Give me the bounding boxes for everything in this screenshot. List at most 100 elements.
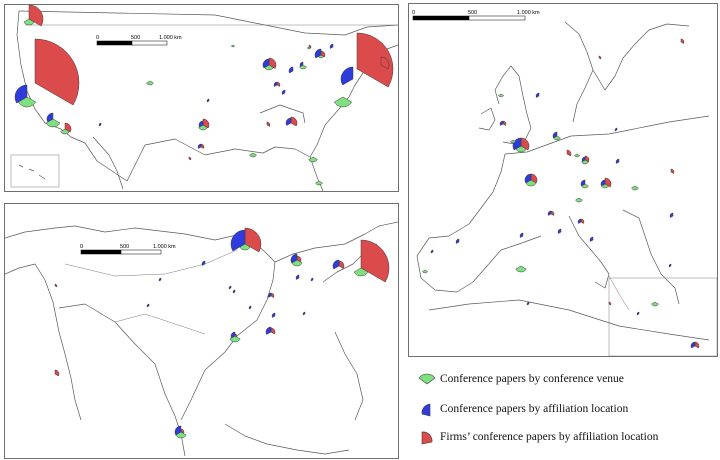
venue-symbol — [45, 112, 61, 128]
venue-symbol — [273, 81, 281, 87]
venue-symbol — [34, 38, 80, 106]
venue-symbol — [589, 236, 594, 242]
venue-symbol — [651, 301, 659, 307]
asia-map-panel: 0 500 1.000 km — [4, 203, 399, 459]
venue-symbol — [302, 311, 306, 316]
venue-symbol — [306, 44, 312, 50]
venue-symbol — [668, 263, 672, 268]
venue-symbol — [14, 84, 37, 108]
scale-bar: 0 500 1.000 km — [80, 244, 176, 255]
scale-tick-label: 0 — [96, 35, 99, 41]
venue-symbol — [98, 122, 102, 127]
venue-symbol — [314, 48, 326, 59]
europe-map: 0 500 1.000 km — [412, 10, 717, 356]
venue-symbol — [499, 120, 507, 126]
legend-label-firms: Firms’ conference papers by affiliation … — [440, 431, 659, 443]
scale-tick-label: 1.000 km — [159, 35, 182, 41]
venue-symbol — [670, 168, 675, 174]
scale-tick-label: 0 — [80, 244, 83, 250]
legend-label-venue: Conference papers by conference venue — [440, 373, 624, 385]
venue-symbol — [285, 116, 298, 127]
venue-symbol — [333, 96, 353, 108]
venue-symbol — [356, 32, 394, 88]
venue-symbol — [230, 227, 262, 253]
venue-symbol — [295, 274, 300, 280]
scale-bar: 0 500 1.000 km — [96, 35, 182, 46]
venue-symbol — [290, 253, 303, 267]
venue-symbol — [188, 156, 192, 161]
venue-symbol — [430, 249, 434, 254]
venue-symbol — [574, 153, 580, 158]
blue-sector-icon — [421, 403, 431, 417]
venue-symbol — [232, 289, 236, 294]
scale-tick-label: 1.000 km — [153, 244, 176, 250]
venue-symbol — [615, 158, 620, 164]
venue-symbol — [146, 303, 150, 308]
venue-symbol — [566, 149, 572, 157]
venue-symbol — [288, 66, 294, 74]
usa-map-panel: 0 500 1.000 km — [4, 4, 399, 192]
venue-symbol — [54, 369, 60, 377]
venue-symbol — [329, 43, 334, 49]
venue-symbol — [455, 238, 460, 244]
venue-symbol — [158, 277, 162, 282]
venue-symbol — [614, 127, 618, 132]
venue-symbol — [535, 92, 540, 98]
venue-symbol — [308, 156, 318, 163]
venue-symbol — [577, 218, 585, 224]
venue-symbol — [515, 265, 527, 273]
venue-symbol — [54, 283, 58, 288]
venue-symbol — [249, 152, 257, 158]
venue-symbol — [281, 89, 286, 95]
venue-symbol — [510, 139, 516, 144]
scale-tick-label: 0 — [412, 10, 415, 16]
venue-symbol — [146, 80, 154, 86]
scale-tick-label: 500 — [120, 244, 129, 250]
venue-symbol — [552, 131, 561, 141]
venue-symbol — [636, 311, 640, 316]
venue-symbol — [498, 93, 504, 98]
venue-symbol — [422, 269, 428, 274]
asia-map: 0 500 1.000 km — [5, 221, 398, 457]
venue-symbol — [174, 425, 187, 439]
venue-symbol — [353, 239, 390, 283]
venue-symbol — [299, 61, 307, 70]
venue-symbol — [248, 305, 252, 310]
venue-symbol — [690, 341, 700, 349]
red-sector-icon — [421, 431, 433, 445]
venue-symbol — [229, 331, 241, 343]
legend-label-affiliation: Conference papers by affiliation locatio… — [440, 403, 629, 415]
venue-symbol — [266, 121, 271, 127]
venue-symbol — [512, 137, 530, 153]
scale-tick-label: 500 — [468, 10, 477, 16]
venue-symbol — [60, 122, 72, 135]
venue-symbol — [526, 301, 530, 306]
venue-symbol — [262, 57, 277, 71]
venue-symbol — [547, 210, 555, 216]
europe-map-panel: 0 500 1.000 km — [408, 3, 718, 357]
green-sector-icon — [418, 373, 436, 385]
venue-symbol — [201, 260, 206, 266]
venue-symbol — [228, 285, 232, 290]
venue-symbol — [608, 301, 612, 306]
venue-symbol — [600, 177, 612, 189]
venue-symbol — [332, 259, 345, 270]
venue-symbol — [206, 98, 210, 103]
venue-symbol — [581, 155, 590, 165]
venue-symbol — [230, 44, 236, 48]
venue-symbol — [265, 326, 276, 335]
scale-bar: 0 500 1.000 km — [412, 10, 540, 21]
venue-symbol — [631, 185, 639, 191]
venue-symbol — [580, 179, 589, 189]
venue-symbol — [680, 38, 685, 44]
venue-symbol — [23, 5, 44, 27]
venue-symbol — [524, 173, 538, 187]
venue-symbol — [315, 180, 323, 186]
scale-tick-label: 500 — [131, 35, 140, 41]
venue-symbol — [575, 197, 583, 203]
venue-symbol — [380, 56, 390, 70]
venue-symbol — [197, 143, 205, 149]
scale-tick-label: 1.000 km — [517, 10, 540, 16]
venue-symbol — [198, 118, 210, 131]
venue-symbol — [557, 228, 562, 234]
